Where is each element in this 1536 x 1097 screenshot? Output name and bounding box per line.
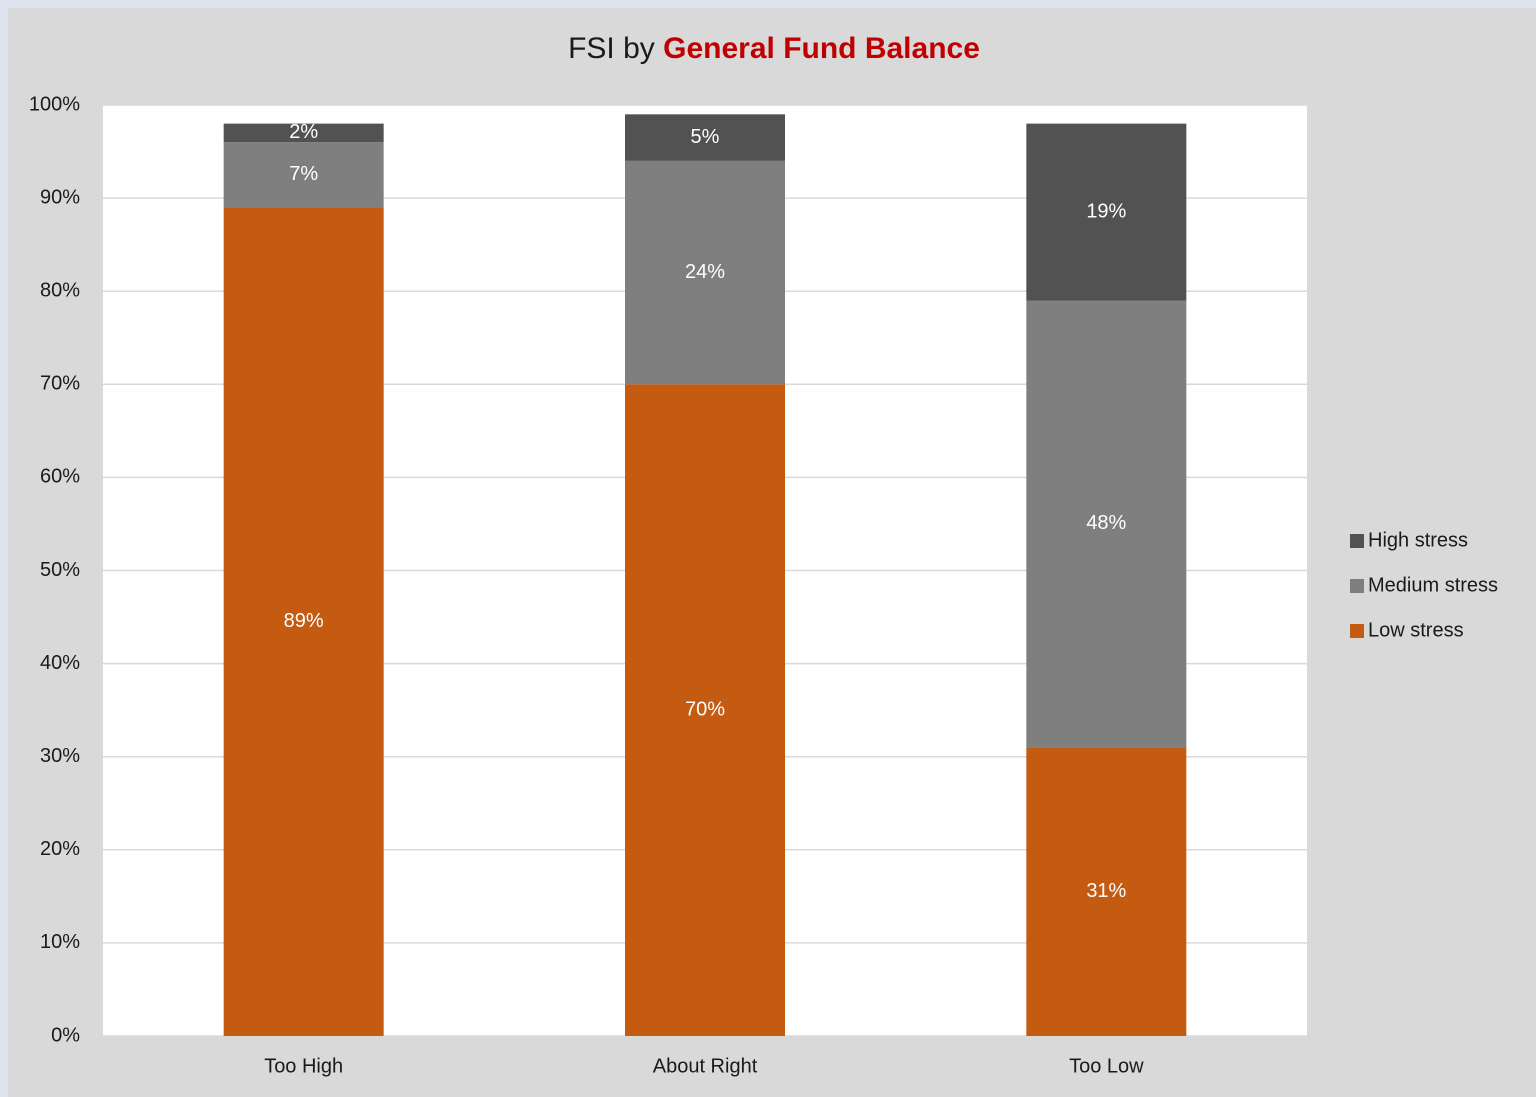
- data-label: 19%: [1086, 200, 1126, 222]
- y-tick-label: 70%: [40, 373, 80, 395]
- bar-segment: [1026, 300, 1187, 748]
- x-tick-label: About Right: [653, 1055, 758, 1077]
- bar-segment: [625, 384, 785, 1036]
- data-label: 2%: [289, 121, 318, 143]
- chart-title: FSI by General Fund Balance: [568, 32, 980, 65]
- data-label: 5%: [691, 126, 720, 148]
- y-tick-label: 30%: [40, 745, 80, 767]
- y-tick-label: 20%: [40, 838, 80, 860]
- legend-swatch: [1350, 624, 1364, 638]
- y-tick-label: 40%: [40, 652, 80, 674]
- x-tick-label: Too Low: [1069, 1055, 1144, 1077]
- y-tick-label: 90%: [40, 186, 80, 208]
- bar-segment: [223, 142, 384, 208]
- legend-label: Medium stress: [1368, 574, 1498, 596]
- data-label: 31%: [1086, 880, 1126, 902]
- y-tick-label: 50%: [40, 559, 80, 581]
- bar-segment: [625, 114, 785, 161]
- legend-swatch: [1350, 579, 1364, 593]
- legend-label: High stress: [1368, 529, 1468, 551]
- bar-segment: [1026, 123, 1187, 301]
- data-label: 70%: [685, 698, 725, 720]
- y-tick-label: 100%: [29, 93, 80, 115]
- data-label: 24%: [685, 261, 725, 283]
- y-tick-label: 10%: [40, 931, 80, 953]
- bar-segment: [1026, 747, 1187, 1036]
- title-part: FSI by: [568, 32, 655, 65]
- y-tick-label: 60%: [40, 466, 80, 488]
- legend-swatch: [1350, 534, 1364, 548]
- bar-segment: [625, 160, 785, 385]
- data-label: 7%: [289, 163, 318, 185]
- bar-segment: [223, 207, 384, 1036]
- data-label: 89%: [284, 610, 324, 632]
- y-tick-label: 0%: [51, 1024, 80, 1046]
- data-label: 48%: [1086, 512, 1126, 534]
- title-highlight: General Fund Balance: [663, 32, 980, 65]
- legend-label: Low stress: [1368, 619, 1464, 641]
- y-tick-label: 80%: [40, 279, 80, 301]
- bar-segment: [223, 123, 384, 143]
- x-tick-label: Too High: [264, 1055, 343, 1077]
